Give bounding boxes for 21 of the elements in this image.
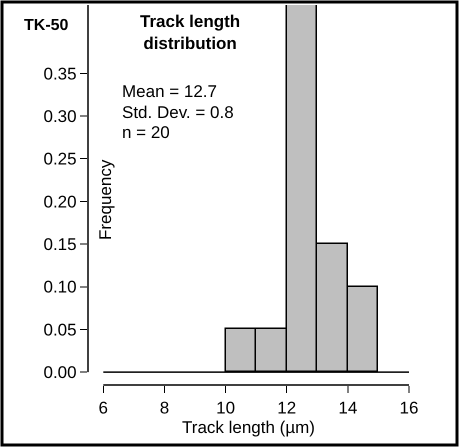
x-tick-label: 16 bbox=[400, 398, 418, 418]
y-axis-title: Frequency bbox=[96, 159, 115, 240]
x-tick-label: 10 bbox=[216, 398, 236, 418]
annotation: Mean = 12.7 bbox=[122, 82, 217, 101]
y-tick-label: 0.35 bbox=[44, 64, 77, 84]
y-tick-label: 0.20 bbox=[44, 192, 77, 212]
y-tick-label: 0.15 bbox=[44, 235, 77, 254]
x-axis-title: Track length (µm) bbox=[182, 418, 315, 437]
x-tick-label: 6 bbox=[98, 398, 108, 418]
y-tick-label: 0.05 bbox=[44, 320, 77, 340]
y-tick-label: 0.25 bbox=[44, 150, 77, 169]
y-tick-label: 0.00 bbox=[44, 363, 77, 382]
y-tick-label: 0.10 bbox=[44, 278, 77, 297]
annotation: n = 20 bbox=[122, 123, 170, 142]
text: Track length distribution bbox=[140, 12, 240, 54]
y-tick-label: 0.30 bbox=[44, 106, 77, 126]
x-tick-label: 14 bbox=[338, 398, 358, 418]
x-tick-label: 12 bbox=[277, 398, 296, 418]
annotation: Std. Dev. = 0.8 bbox=[122, 103, 234, 122]
text: TK-50 bbox=[24, 17, 69, 34]
x-tick-label: 8 bbox=[160, 398, 170, 418]
